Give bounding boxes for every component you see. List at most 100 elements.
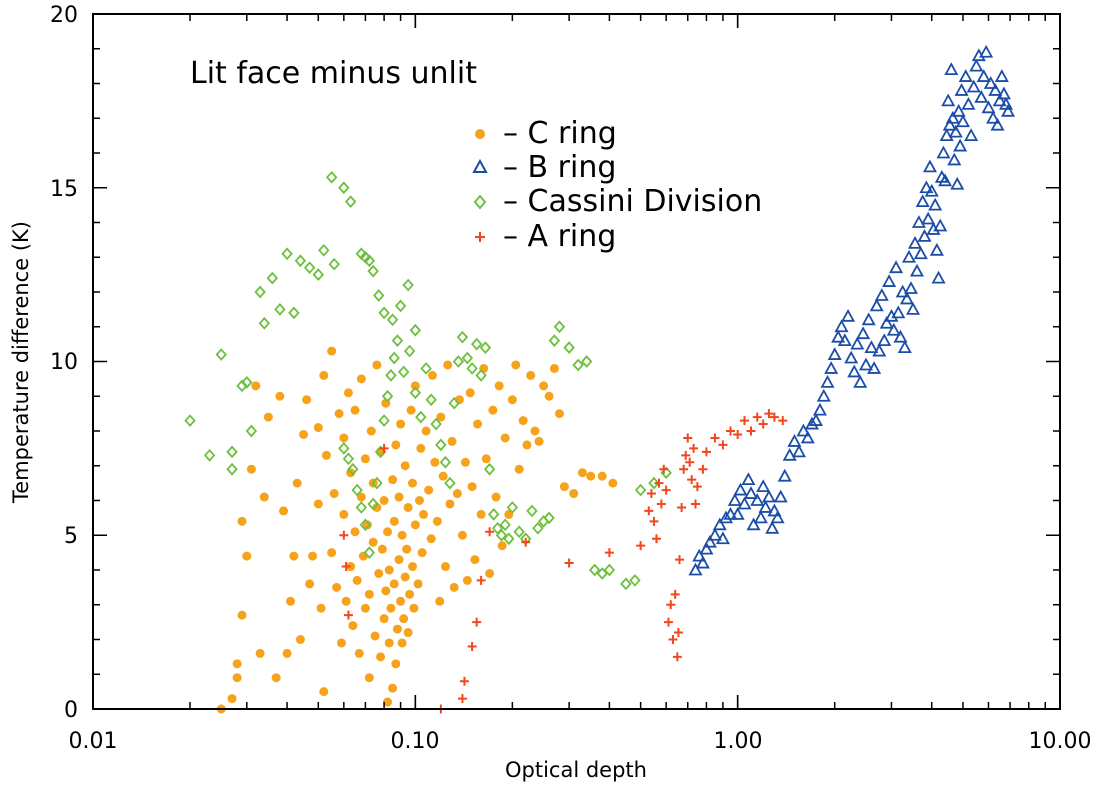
point-c-ring <box>368 537 378 547</box>
point-cassini-division <box>648 476 660 490</box>
point-c-ring <box>332 582 342 592</box>
point-cassini-division <box>403 344 416 358</box>
point-cassini-division <box>391 334 404 347</box>
point-a-ring <box>677 502 687 512</box>
point-a-ring <box>661 485 671 495</box>
point-a-ring <box>673 628 683 638</box>
point-cassini-division <box>620 577 632 591</box>
point-cassini-division <box>448 396 460 410</box>
point-a-ring <box>683 433 693 443</box>
point-cassini-division <box>385 369 397 382</box>
point-c-ring <box>360 454 370 464</box>
point-c-ring <box>299 429 309 439</box>
point-b-ring <box>988 83 1003 96</box>
point-a-ring <box>739 416 749 426</box>
point-cassini-division <box>371 476 383 490</box>
point-b-ring <box>953 138 968 152</box>
point-c-ring <box>327 548 337 558</box>
point-c-ring <box>414 496 424 505</box>
point-c-ring <box>416 443 426 453</box>
point-b-ring <box>893 329 908 343</box>
point-c-ring <box>494 381 504 391</box>
point-b-ring <box>931 270 946 284</box>
point-b-ring <box>955 114 970 128</box>
point-cassini-division <box>444 476 456 490</box>
point-b-ring <box>879 315 894 329</box>
point-c-ring <box>539 381 549 391</box>
point-c-ring <box>271 673 281 683</box>
point-c-ring <box>282 648 292 658</box>
point-cassini-division <box>338 181 350 195</box>
point-b-ring <box>936 145 951 159</box>
point-c-ring <box>436 412 446 422</box>
point-b-ring <box>882 274 897 287</box>
point-a-ring <box>679 464 689 474</box>
point-a-ring <box>467 641 477 651</box>
point-cassini-division <box>355 501 368 514</box>
point-cassini-division <box>487 508 500 521</box>
point-a-ring <box>457 694 467 704</box>
point-cassini-division <box>328 257 340 271</box>
x-axis-label: Optical depth <box>505 758 647 782</box>
point-cassini-division <box>344 195 357 208</box>
point-b-ring <box>921 211 936 225</box>
point-c-ring <box>522 440 532 450</box>
legend-marker-b-ring <box>472 158 488 173</box>
point-c-ring <box>354 648 364 658</box>
point-b-ring <box>782 447 797 461</box>
x-tick-label: 10.00 <box>1029 729 1092 754</box>
point-b-ring <box>913 246 928 260</box>
point-c-ring <box>470 555 480 565</box>
point-cassini-division <box>439 455 452 469</box>
point-a-ring <box>341 562 351 572</box>
point-b-ring <box>928 197 943 211</box>
point-c-ring <box>370 631 380 641</box>
point-c-ring <box>440 562 450 572</box>
point-b-ring <box>702 534 717 548</box>
x-tick-label: 1.00 <box>714 729 763 754</box>
point-a-ring <box>659 464 669 474</box>
point-a-ring <box>459 676 469 686</box>
point-b-ring <box>944 62 959 75</box>
point-c-ring <box>388 683 398 693</box>
point-b-ring <box>767 503 782 517</box>
point-c-ring <box>279 506 289 516</box>
point-c-ring <box>438 471 448 481</box>
point-c-ring <box>530 426 540 436</box>
point-b-ring <box>922 159 937 173</box>
point-c-ring <box>251 381 261 391</box>
point-c-ring <box>586 471 596 481</box>
point-cassini-division <box>394 299 407 313</box>
point-c-ring <box>319 370 329 380</box>
point-c-ring <box>426 534 436 544</box>
point-b-ring <box>808 413 824 426</box>
point-b-ring <box>966 79 981 93</box>
point-b-ring <box>695 555 710 569</box>
point-b-ring <box>938 173 953 187</box>
point-c-ring <box>232 659 242 669</box>
point-cassini-division <box>388 351 400 365</box>
point-cassini-division <box>513 525 525 539</box>
point-cassini-division <box>506 501 519 514</box>
point-a-ring <box>681 450 691 460</box>
point-b-ring <box>712 517 727 531</box>
point-c-ring <box>389 579 399 589</box>
point-b-ring <box>889 260 904 274</box>
point-c-ring <box>356 374 366 384</box>
point-c-ring <box>534 436 544 446</box>
point-c-ring <box>500 433 510 443</box>
point-b-ring <box>743 486 759 499</box>
point-cassini-division <box>325 170 338 184</box>
point-c-ring <box>316 603 326 613</box>
point-b-ring <box>746 517 761 531</box>
point-cassini-division <box>475 369 487 382</box>
point-b-ring <box>730 507 745 520</box>
point-cassini-division <box>367 497 379 511</box>
point-c-ring <box>569 489 579 499</box>
point-c-ring <box>313 499 323 509</box>
y-tick-label: 15 <box>50 177 78 202</box>
point-b-ring <box>919 180 934 194</box>
point-c-ring <box>336 638 346 648</box>
point-b-ring <box>777 468 792 482</box>
point-c-ring <box>449 582 459 592</box>
